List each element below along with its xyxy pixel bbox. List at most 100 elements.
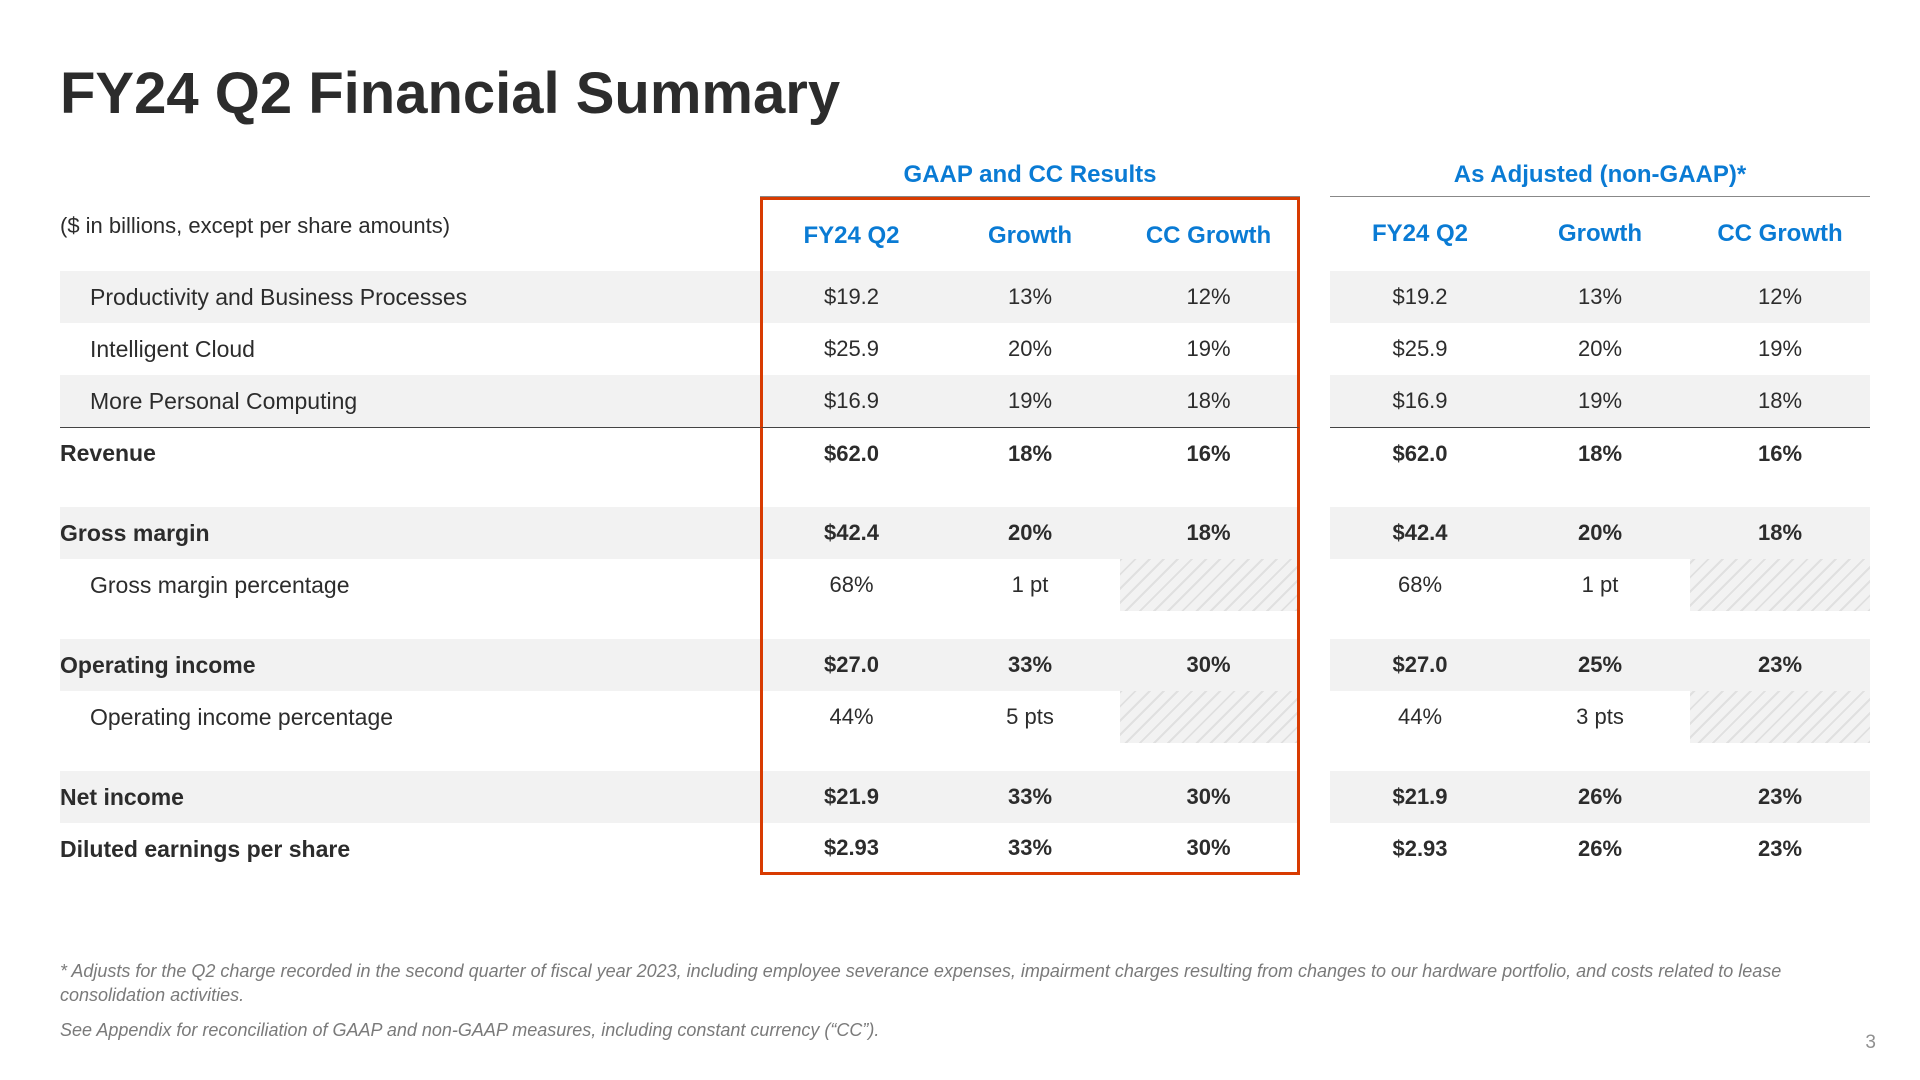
spacer-cell: [1300, 153, 1330, 197]
cell: $62.0: [760, 427, 940, 479]
col-header-growth-b: Growth: [1510, 197, 1690, 271]
spacer-cell: [60, 743, 760, 771]
spacer-cell: [760, 611, 940, 639]
cell: 13%: [1510, 271, 1690, 323]
cell: 26%: [1510, 771, 1690, 823]
spacer-cell: [1300, 323, 1330, 375]
cell: $42.4: [760, 507, 940, 559]
row-label-op-income: Operating income: [60, 639, 760, 691]
cell: 33%: [940, 639, 1120, 691]
row-label-revenue: Revenue: [60, 427, 760, 479]
cell: $62.0: [1330, 427, 1510, 479]
group-header-gaap: GAAP and CC Results: [760, 153, 1300, 197]
spacer-cell: [1330, 479, 1510, 507]
row-label: More Personal Computing: [60, 375, 760, 427]
spacer-cell: [60, 153, 760, 197]
spacer-cell: [60, 611, 760, 639]
cell: 18%: [1690, 507, 1870, 559]
footnotes: * Adjusts for the Q2 charge recorded in …: [60, 959, 1860, 1052]
cell: $2.93: [1330, 823, 1510, 875]
cell: 16%: [1690, 427, 1870, 479]
col-header-fy24q2-a: FY24 Q2: [760, 197, 940, 271]
spacer-cell: [1300, 507, 1330, 559]
footnote-2: See Appendix for reconciliation of GAAP …: [60, 1018, 1860, 1042]
cell: 23%: [1690, 771, 1870, 823]
row-label-eps: Diluted earnings per share: [60, 823, 760, 875]
cell: $19.2: [1330, 271, 1510, 323]
slide-title: FY24 Q2 Financial Summary: [60, 60, 1860, 127]
cell-hatch: [1120, 691, 1300, 743]
row-label: Gross margin percentage: [60, 559, 760, 611]
cell: $25.9: [1330, 323, 1510, 375]
spacer-cell: [1510, 611, 1690, 639]
cell: $19.2: [760, 271, 940, 323]
col-header-ccgrowth-b: CC Growth: [1690, 197, 1870, 271]
cell-hatch: [1120, 559, 1300, 611]
cell: $27.0: [1330, 639, 1510, 691]
cell: 19%: [1510, 375, 1690, 427]
cell: 44%: [1330, 691, 1510, 743]
financial-table: GAAP and CC Results As Adjusted (non-GAA…: [60, 153, 1860, 875]
row-label: Intelligent Cloud: [60, 323, 760, 375]
spacer-cell: [1120, 611, 1300, 639]
cell: 25%: [1510, 639, 1690, 691]
spacer-cell: [1300, 771, 1330, 823]
spacer-cell: [1300, 691, 1330, 743]
spacer-cell: [1690, 611, 1870, 639]
cell: 18%: [1120, 375, 1300, 427]
table-subtitle: ($ in billions, except per share amounts…: [60, 197, 760, 271]
group-header-nongaap: As Adjusted (non-GAAP)*: [1330, 153, 1870, 197]
row-label: Operating income percentage: [60, 691, 760, 743]
cell: 12%: [1690, 271, 1870, 323]
cell: $42.4: [1330, 507, 1510, 559]
spacer-cell: [1300, 271, 1330, 323]
cell: 1 pt: [1510, 559, 1690, 611]
cell: 23%: [1690, 823, 1870, 875]
spacer-cell: [1690, 743, 1870, 771]
spacer-cell: [760, 743, 940, 771]
spacer-cell: [1690, 479, 1870, 507]
row-label-gross-margin: Gross margin: [60, 507, 760, 559]
spacer-cell: [1300, 611, 1330, 639]
cell: $27.0: [760, 639, 940, 691]
cell: 18%: [1510, 427, 1690, 479]
spacer-cell: [760, 479, 940, 507]
cell: 18%: [1690, 375, 1870, 427]
spacer-cell: [940, 611, 1120, 639]
page-number: 3: [1865, 1032, 1876, 1054]
cell: 33%: [940, 823, 1120, 875]
row-label: Productivity and Business Processes: [60, 271, 760, 323]
spacer-cell: [1510, 479, 1690, 507]
spacer-cell: [1300, 197, 1330, 271]
cell: 20%: [1510, 507, 1690, 559]
cell: 1 pt: [940, 559, 1120, 611]
cell: $21.9: [1330, 771, 1510, 823]
spacer-cell: [1300, 479, 1330, 507]
cell: 30%: [1120, 639, 1300, 691]
cell: $16.9: [760, 375, 940, 427]
cell: 16%: [1120, 427, 1300, 479]
cell: $25.9: [760, 323, 940, 375]
cell: $21.9: [760, 771, 940, 823]
cell: 44%: [760, 691, 940, 743]
cell: 68%: [760, 559, 940, 611]
col-header-ccgrowth-a: CC Growth: [1120, 197, 1300, 271]
cell-hatch: [1690, 691, 1870, 743]
cell: 26%: [1510, 823, 1690, 875]
cell: $2.93: [760, 823, 940, 875]
footnote-1: * Adjusts for the Q2 charge recorded in …: [60, 959, 1860, 1008]
spacer-cell: [1300, 559, 1330, 611]
spacer-cell: [1300, 743, 1330, 771]
cell: 12%: [1120, 271, 1300, 323]
cell-hatch: [1690, 559, 1870, 611]
col-header-fy24q2-b: FY24 Q2: [1330, 197, 1510, 271]
spacer-cell: [1300, 427, 1330, 479]
cell: 33%: [940, 771, 1120, 823]
cell: $16.9: [1330, 375, 1510, 427]
spacer-cell: [940, 479, 1120, 507]
cell: 18%: [940, 427, 1120, 479]
spacer-cell: [1120, 479, 1300, 507]
cell: 20%: [940, 507, 1120, 559]
cell: 23%: [1690, 639, 1870, 691]
col-header-growth-a: Growth: [940, 197, 1120, 271]
